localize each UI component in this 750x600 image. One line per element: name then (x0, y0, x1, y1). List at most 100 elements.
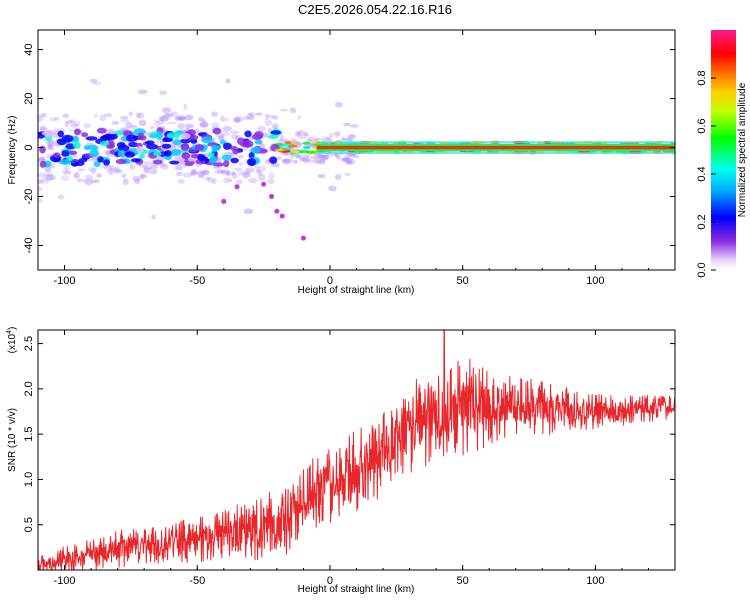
snr-y-label: SNR (10 * v/v) (7, 408, 18, 472)
heatmap-cell (74, 172, 81, 180)
heatmap-cell (138, 119, 147, 127)
heatmap-cell (223, 160, 230, 168)
heatmap-cell (344, 172, 351, 177)
snr-series-line (38, 330, 675, 570)
heatmap-cell (230, 145, 238, 151)
heatmap-cell (44, 174, 55, 182)
heatmap-cell (138, 135, 147, 141)
heatmap-tail-point (221, 198, 227, 204)
y-tick-label: 2.5 (23, 336, 35, 351)
heatmap-cell (297, 115, 302, 120)
heatmap-cell (40, 177, 49, 185)
heatmap-cell (291, 150, 300, 154)
heatmap-cell (250, 114, 256, 121)
heatmap-cell (314, 137, 322, 141)
heatmap-cell (184, 123, 191, 129)
heatmap-cell (138, 154, 145, 159)
heatmap-cell (161, 107, 172, 114)
heatmap-cell (304, 133, 310, 137)
heatmap-cell (299, 154, 305, 160)
heatmap-cell (275, 148, 285, 152)
heatmap-cell (215, 133, 225, 138)
heatmap-cell (149, 125, 155, 130)
heatmap-cell (255, 112, 263, 116)
heatmap-cell (117, 150, 127, 158)
heatmap-cell (229, 130, 240, 134)
heatmap-cell (253, 164, 260, 170)
heatmap-cell (177, 179, 185, 184)
heatmap-cell (134, 178, 141, 184)
svg-text:(x104): (x104) (6, 327, 18, 354)
heatmap-cell (63, 165, 70, 171)
snr-panel: -100 -50 0 50 100 0.5 1.0 1.5 2.0 2.5 Height of s… (6, 327, 676, 595)
heatmap-tail-point (279, 213, 285, 219)
heatmap-cell (164, 137, 173, 143)
y-tick-label: 40 (23, 43, 35, 55)
x-tick-label: -100 (54, 575, 76, 587)
heatmap-cell (188, 123, 194, 128)
heatmap-cell (89, 149, 99, 157)
heatmap-cell (257, 125, 267, 132)
heatmap-cell (223, 177, 231, 184)
heatmap-cell (284, 141, 292, 145)
heatmap-cell (143, 166, 151, 174)
heatmap-cell (99, 114, 107, 122)
heatmap-cell (121, 173, 127, 179)
colorbar-tick-label: 0.4 (696, 166, 708, 181)
heatmap-cell (39, 160, 47, 168)
heatmap-cell (125, 121, 133, 129)
heatmap-cell (52, 152, 61, 158)
heatmap-cell (284, 152, 290, 157)
heatmap-cell (266, 114, 277, 119)
heatmap-cell (170, 148, 182, 156)
heatmap-cell (289, 107, 297, 114)
heatmap-cell (97, 156, 104, 163)
heatmap-cell (328, 185, 337, 192)
heatmap-cell (196, 170, 206, 177)
heatmap-cell (91, 81, 102, 86)
heatmap-cell (231, 133, 238, 140)
heatmap-cell (152, 159, 163, 165)
heatmap-cell (54, 116, 59, 121)
heatmap-cell (349, 124, 359, 128)
heatmap-cell (310, 155, 320, 160)
heatmap-cell (116, 142, 126, 148)
heatmap-cell (283, 158, 290, 163)
heatmap-cell (184, 114, 194, 121)
heatmap-cell (254, 131, 264, 139)
heatmap-cell (237, 170, 243, 177)
y-tick-label: -40 (23, 238, 35, 254)
heatmap-cell (129, 164, 136, 170)
heatmap-cell (126, 134, 138, 142)
heatmap-cell (333, 131, 342, 136)
heatmap-cell (224, 117, 230, 122)
snr-scale-label: (x104) (6, 327, 18, 354)
heatmap-cell (297, 129, 305, 137)
heatmap-tail-point (269, 194, 275, 200)
y-tick-label: 1.5 (23, 427, 35, 442)
heatmap-cell (38, 186, 43, 192)
heatmap-cell (163, 114, 172, 119)
heatmap-cell (38, 156, 46, 163)
snr-scale-close: ) (7, 327, 18, 330)
heatmap-cell (137, 164, 148, 168)
heatmap-cell (81, 132, 89, 138)
heatmap-cell (124, 151, 136, 158)
heatmap-tail-point (300, 235, 306, 241)
heatmap-cell (163, 112, 174, 117)
snr-scale-prefix: (x10 (7, 333, 18, 353)
heatmap-cell (222, 142, 232, 150)
heatmap-cell (57, 138, 67, 146)
heatmap-cell (231, 171, 236, 176)
heatmap-cell (182, 172, 193, 178)
heatmap-cell (272, 115, 279, 120)
heatmap-cell (299, 157, 307, 162)
heatmap-cell (115, 158, 127, 165)
colorbar-label: Normalized spectral amplitude (737, 82, 748, 217)
heatmap-cell (257, 169, 263, 177)
heatmap-cell (270, 130, 282, 135)
heatmap-cell (281, 159, 290, 165)
heatmap-cell (281, 158, 288, 162)
heatmap-cell (340, 136, 346, 141)
heatmap-cell (132, 175, 141, 182)
